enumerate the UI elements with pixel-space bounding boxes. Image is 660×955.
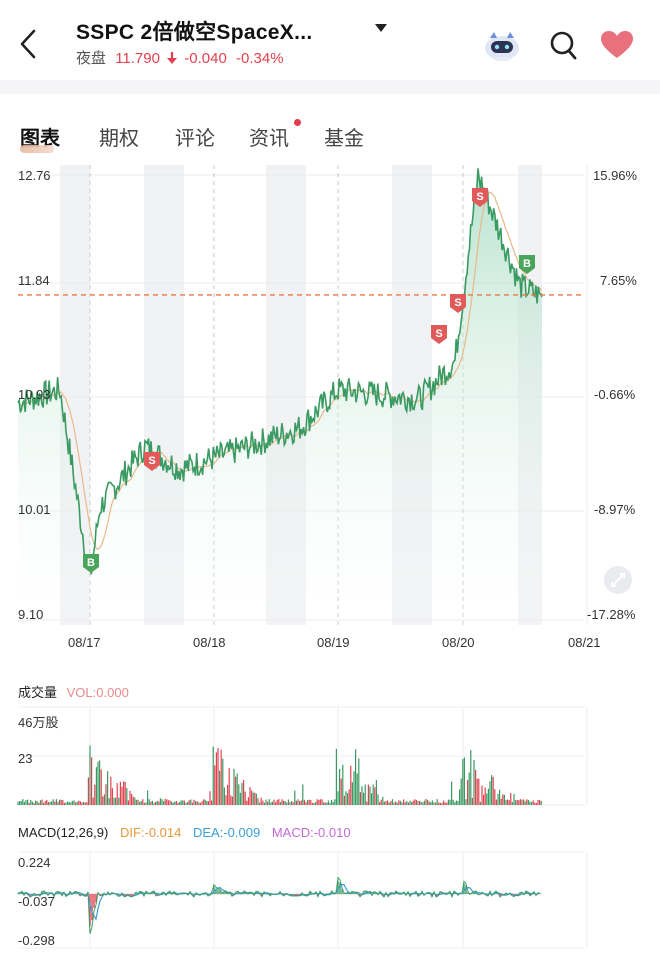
session-label: 夜盘 bbox=[76, 50, 107, 67]
heart-icon[interactable] bbox=[600, 30, 634, 60]
macd-y-label: -0.037 bbox=[18, 894, 55, 909]
volume-panel-legend: 成交量 VOL:0.000 bbox=[18, 682, 129, 701]
trade-marker-label: S bbox=[476, 191, 483, 203]
trade-marker-label: S bbox=[435, 328, 442, 340]
section-divider bbox=[0, 80, 660, 94]
macd-macd: MACD:-0.010 bbox=[271, 825, 351, 840]
trade-marker bbox=[519, 255, 535, 274]
macd-dif-line bbox=[17, 876, 541, 934]
trade-marker bbox=[144, 452, 160, 471]
y-right-label: 15.96% bbox=[593, 168, 638, 183]
trade-marker-label: S bbox=[454, 297, 461, 309]
y-left-label: 9.10 bbox=[18, 607, 44, 622]
trade-marker bbox=[431, 325, 447, 344]
y-left-label: 11.84 bbox=[18, 273, 50, 288]
y-right-label: 7.65% bbox=[600, 273, 637, 288]
price-area bbox=[18, 168, 542, 625]
price-line bbox=[17, 168, 543, 575]
x-axis-label: 08/19 bbox=[317, 635, 350, 650]
active-tab-indicator bbox=[20, 145, 54, 153]
tab-chart[interactable]: 图表 bbox=[20, 128, 60, 150]
trade-marker-label: S bbox=[148, 455, 155, 467]
tab-comments[interactable]: 评论 bbox=[175, 128, 215, 150]
y-left-label: 10.93 bbox=[18, 387, 51, 402]
price-value: 11.790 bbox=[115, 50, 160, 67]
y-right-label: -8.97% bbox=[594, 502, 636, 517]
volume-value: VOL:0.000 bbox=[66, 685, 129, 700]
x-axis-label: 08/20 bbox=[442, 635, 475, 650]
change-value: -0.040 bbox=[184, 50, 227, 67]
volume-y-label: 23 bbox=[18, 751, 33, 766]
macd-dif: DIF:-0.014 bbox=[119, 825, 182, 840]
tab-news[interactable]: 资讯 bbox=[249, 128, 289, 150]
down-arrow-icon bbox=[167, 52, 178, 64]
search-icon[interactable] bbox=[548, 29, 578, 61]
y-right-label: -17.28% bbox=[587, 607, 636, 622]
trade-marker bbox=[450, 294, 466, 313]
macd-dea: DEA:-0.009 bbox=[192, 825, 261, 840]
title-wrap[interactable]: SSPC 2倍做空SpaceX... bbox=[76, 16, 387, 46]
news-badge-dot bbox=[294, 119, 301, 126]
tab-options[interactable]: 期权 bbox=[99, 128, 139, 150]
trade-marker-label: B bbox=[523, 258, 531, 270]
x-axis-label: 08/18 bbox=[193, 635, 226, 650]
macd-title: MACD(12,26,9) bbox=[18, 825, 109, 840]
change-pct: -0.34% bbox=[236, 50, 284, 67]
stock-header: SSPC 2倍做空SpaceX... 夜盘 11.790 -0.040 -0.3… bbox=[0, 0, 660, 80]
caret-down-icon[interactable] bbox=[374, 22, 388, 34]
y-right-label: -0.66% bbox=[594, 387, 636, 402]
robot-assistant-icon[interactable] bbox=[482, 28, 522, 62]
tab-bar: 图表 期权 评论 资讯 基金 bbox=[0, 110, 660, 160]
volume-y-label: 46万股 bbox=[18, 715, 59, 730]
back-icon[interactable] bbox=[14, 26, 42, 62]
macd-y-label: 0.224 bbox=[18, 855, 51, 870]
tab-funds[interactable]: 基金 bbox=[324, 128, 364, 150]
trade-marker bbox=[472, 188, 488, 207]
y-left-label: 10.01 bbox=[18, 502, 51, 517]
page-title[interactable]: SSPC 2倍做空SpaceX... bbox=[76, 21, 313, 44]
macd-panel-legend: MACD(12,26,9) DIF:-0.014 DEA:-0.009 MACD… bbox=[18, 825, 351, 840]
macd-y-label: -0.298 bbox=[18, 933, 55, 948]
quote-line: 夜盘 11.790 -0.040 -0.34% bbox=[76, 47, 284, 68]
trade-marker bbox=[83, 554, 99, 573]
x-axis-label: 08/17 bbox=[68, 635, 101, 650]
x-axis-label: 08/21 bbox=[568, 635, 601, 650]
volume-title: 成交量 bbox=[18, 685, 58, 700]
trade-marker-label: B bbox=[87, 557, 95, 569]
y-left-label: 12.76 bbox=[18, 168, 51, 183]
fullscreen-expand-icon[interactable] bbox=[604, 566, 632, 594]
